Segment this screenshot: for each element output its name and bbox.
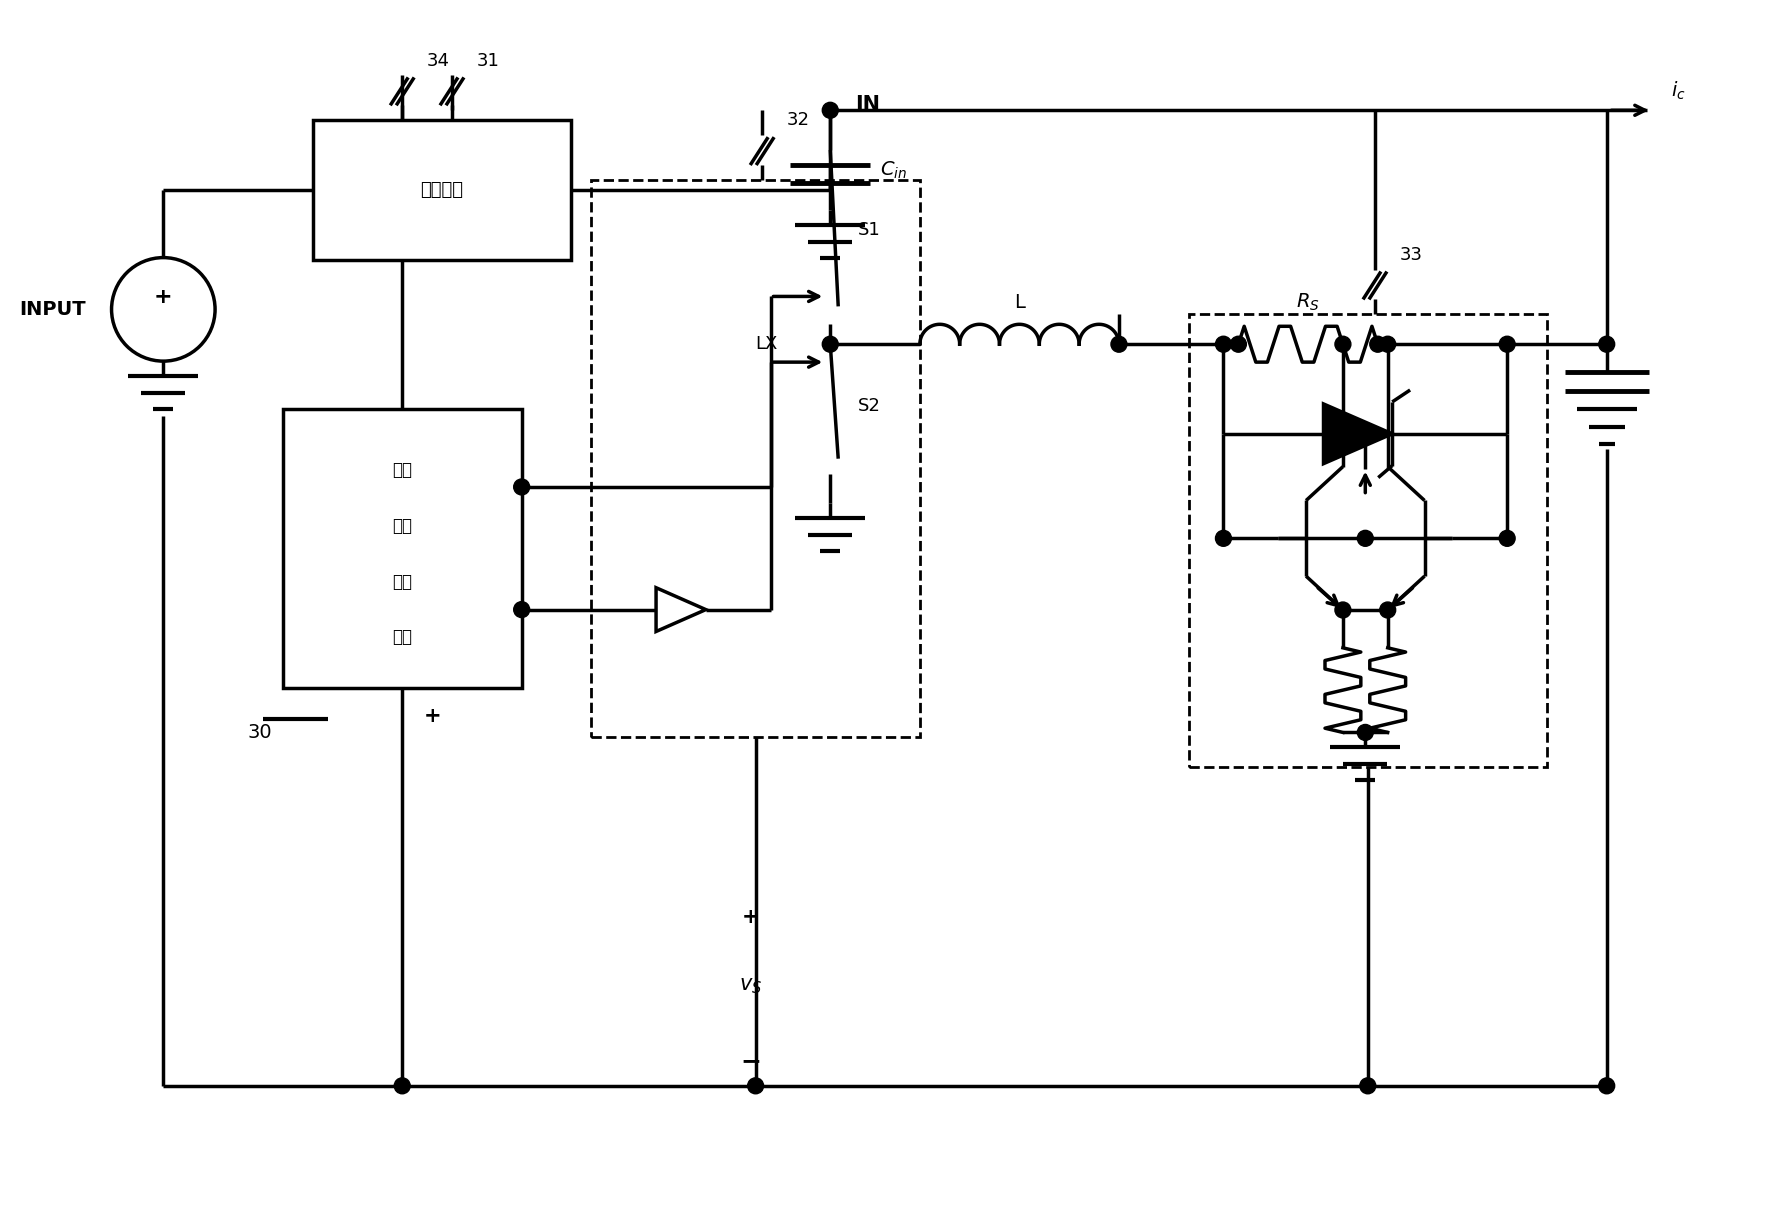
Text: 33: 33 bbox=[1399, 246, 1422, 263]
Circle shape bbox=[823, 336, 839, 352]
Circle shape bbox=[1379, 602, 1395, 618]
Text: 转换: 转换 bbox=[392, 516, 411, 535]
Bar bbox=[1188, 314, 1546, 767]
Text: 功率: 功率 bbox=[392, 462, 411, 479]
Text: −: − bbox=[739, 1049, 761, 1073]
Circle shape bbox=[1379, 336, 1395, 352]
Circle shape bbox=[394, 1078, 410, 1094]
Text: 34: 34 bbox=[427, 51, 450, 69]
Bar bbox=[590, 180, 920, 737]
Circle shape bbox=[514, 602, 530, 618]
Text: S2: S2 bbox=[858, 397, 881, 415]
Bar bbox=[312, 121, 571, 259]
Text: 32: 32 bbox=[787, 111, 810, 129]
Circle shape bbox=[1215, 530, 1230, 547]
Circle shape bbox=[1369, 336, 1385, 352]
Circle shape bbox=[1360, 1078, 1376, 1094]
Text: +: + bbox=[741, 906, 759, 927]
Circle shape bbox=[1597, 336, 1613, 352]
Circle shape bbox=[1335, 336, 1349, 352]
Circle shape bbox=[514, 479, 530, 495]
Text: INPUT: INPUT bbox=[20, 300, 85, 319]
Text: S1: S1 bbox=[858, 220, 881, 239]
Circle shape bbox=[823, 102, 839, 118]
Text: $v_S$: $v_S$ bbox=[739, 977, 762, 996]
Text: $C_{in}$: $C_{in}$ bbox=[879, 160, 906, 180]
Circle shape bbox=[1356, 530, 1372, 547]
Text: $i_c$: $i_c$ bbox=[1670, 79, 1684, 101]
Circle shape bbox=[1498, 530, 1514, 547]
Text: +: + bbox=[154, 287, 172, 307]
Circle shape bbox=[1215, 336, 1230, 352]
Text: +: + bbox=[424, 705, 441, 726]
Text: IN: IN bbox=[855, 95, 879, 116]
Text: 控制: 控制 bbox=[392, 572, 411, 591]
Text: L: L bbox=[1014, 292, 1025, 312]
Circle shape bbox=[1356, 725, 1372, 741]
Circle shape bbox=[1597, 1078, 1613, 1094]
Bar bbox=[282, 409, 521, 688]
Circle shape bbox=[1335, 602, 1349, 618]
Circle shape bbox=[1230, 336, 1246, 352]
Text: LX: LX bbox=[755, 335, 778, 353]
Text: $R_S$: $R_S$ bbox=[1296, 292, 1319, 313]
Text: 30: 30 bbox=[248, 723, 273, 742]
Polygon shape bbox=[1323, 404, 1392, 464]
Text: 31: 31 bbox=[477, 51, 500, 69]
Circle shape bbox=[746, 1078, 762, 1094]
Text: 电路: 电路 bbox=[392, 628, 411, 647]
Text: 隔离电路: 隔离电路 bbox=[420, 181, 463, 199]
Circle shape bbox=[1110, 336, 1126, 352]
Circle shape bbox=[1498, 336, 1514, 352]
